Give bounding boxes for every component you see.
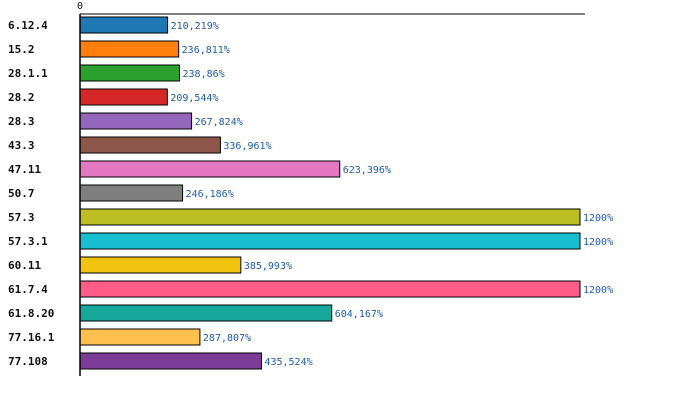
bar-57.3.1 <box>79 232 581 250</box>
value-label: 336,961% <box>223 141 271 152</box>
category-label: 43.3 <box>8 139 35 152</box>
value-label: 1200% <box>583 213 613 224</box>
bar-61.8.20 <box>79 304 333 322</box>
bar-50.7 <box>79 184 184 202</box>
value-label: 604,167% <box>335 309 383 320</box>
bar-77.16.1 <box>79 328 201 346</box>
bar-47.11 <box>79 160 341 178</box>
x-tick-label-zero: 0 <box>77 1 83 12</box>
value-label: 435,524% <box>264 357 312 368</box>
bar-43.3 <box>79 136 221 154</box>
category-label: 60.11 <box>8 259 41 272</box>
category-label: 50.7 <box>8 187 35 200</box>
value-label: 209,544% <box>170 93 218 104</box>
bar-57.3 <box>79 208 581 226</box>
category-label: 77.108 <box>8 355 48 368</box>
bar-28.2 <box>79 88 168 106</box>
category-label: 61.8.20 <box>8 307 54 320</box>
value-label: 210,219% <box>171 21 219 32</box>
value-label: 1200% <box>583 285 613 296</box>
value-label: 246,186% <box>186 189 234 200</box>
bars-layer <box>79 16 581 370</box>
category-label: 57.3 <box>8 211 35 224</box>
category-label: 57.3.1 <box>8 235 48 248</box>
category-label: 28.3 <box>8 115 35 128</box>
bar-28.1.1 <box>79 64 181 82</box>
value-label: 385,993% <box>244 261 292 272</box>
value-label: 623,396% <box>343 165 391 176</box>
category-label: 6.12.4 <box>8 19 48 32</box>
value-label: 287,807% <box>203 333 251 344</box>
bar-6.12.4 <box>79 16 169 34</box>
category-label: 77.16.1 <box>8 331 55 344</box>
labels-layer: 6.12.4 210,219% 15.2 236,811% 28.1.1 238,86% 2… <box>8 19 613 368</box>
category-label: 61.7.4 <box>8 283 48 296</box>
bar-61.7.4 <box>79 280 581 298</box>
category-label: 15.2 <box>8 43 35 56</box>
bar-28.3 <box>79 112 193 130</box>
value-label: 1200% <box>583 237 613 248</box>
value-label: 238,86% <box>183 69 225 80</box>
category-label: 47.11 <box>8 163 41 176</box>
category-label: 28.2 <box>8 91 35 104</box>
bar-60.11 <box>79 256 242 274</box>
bar-15.2 <box>79 40 180 58</box>
value-label: 236,811% <box>182 45 230 56</box>
category-label: 28.1.1 <box>8 67 48 80</box>
value-label: 267,824% <box>195 117 243 128</box>
bar-77.108 <box>79 352 262 370</box>
